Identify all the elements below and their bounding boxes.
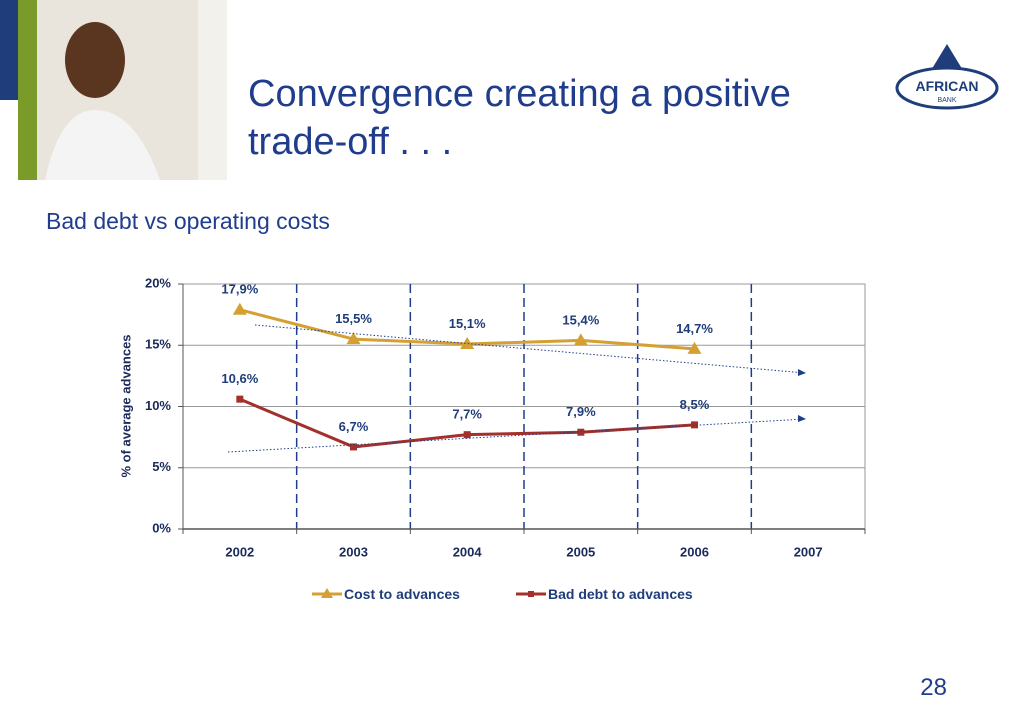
series-line (239, 397, 695, 449)
data-label: 14,7% (676, 321, 713, 336)
slide-title: Convergence creating a positive trade-of… (248, 73, 791, 163)
data-label: 10,6% (221, 371, 258, 386)
x-tick-label: 2006 (680, 544, 709, 559)
trend-line (227, 418, 806, 453)
data-label: 15,5% (335, 311, 372, 326)
data-label: 6,7% (339, 419, 369, 434)
y-tick-label: 15% (145, 337, 171, 352)
data-label: 15,4% (562, 312, 599, 327)
y-tick-label: 5% (152, 459, 171, 474)
x-tick-label: 2002 (225, 544, 254, 559)
y-axis-label: % of average advances (118, 334, 133, 477)
y-tick-label: 20% (145, 275, 171, 290)
plot-area (182, 283, 866, 530)
point (573, 333, 588, 346)
point (346, 332, 361, 345)
trend-arrow (798, 369, 806, 376)
data-label: 15,1% (449, 316, 486, 331)
logo: AFRICAN BANK (895, 44, 999, 110)
logo-sub: BANK (937, 97, 956, 104)
chart-title: Bad debt vs operating costs (46, 208, 330, 234)
legend-label: Cost to advances (344, 586, 460, 602)
photo (0, 0, 227, 180)
trend-arrow (798, 415, 806, 422)
point (350, 443, 357, 451)
x-tick-label: 2004 (453, 544, 483, 559)
trend-line (254, 324, 806, 374)
point (577, 428, 585, 436)
data-label: 7,9% (566, 404, 596, 419)
x-tick-label: 2007 (794, 544, 823, 559)
point (691, 421, 698, 429)
data-label: 8,5% (680, 397, 710, 412)
data-label: 7,7% (452, 407, 482, 422)
y-tick-label: 0% (152, 520, 171, 535)
legend-label: Bad debt to advances (548, 586, 693, 602)
series-line (239, 308, 695, 351)
point (232, 302, 247, 315)
y-tick-label: 10% (145, 398, 171, 413)
x-tick-label: 2005 (566, 544, 595, 559)
point (687, 341, 702, 354)
legend-marker (528, 591, 534, 597)
x-tick-label: 2003 (339, 544, 368, 559)
point (460, 337, 475, 350)
legend-marker (321, 588, 333, 598)
data-label: 17,9% (221, 282, 258, 297)
logo-name: AFRICAN (916, 78, 979, 94)
page-number: 28 (920, 674, 947, 701)
point (236, 395, 244, 403)
point (463, 431, 471, 439)
